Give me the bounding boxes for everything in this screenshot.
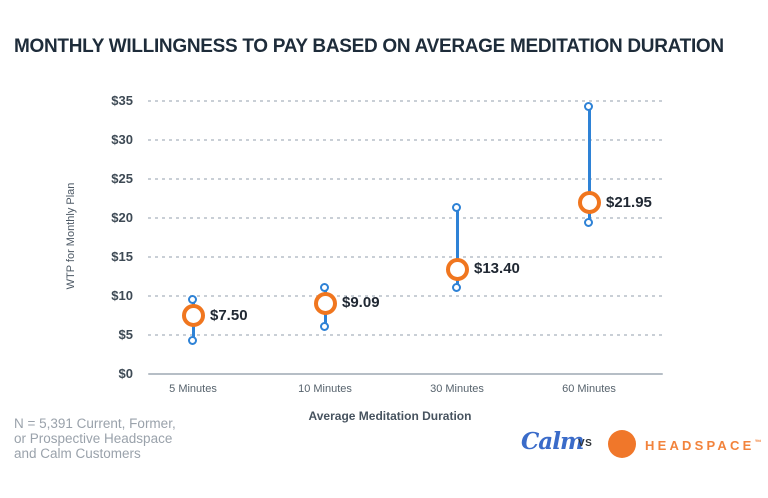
mean-wtp-value-label: $21.95: [606, 193, 652, 211]
x-tick-label: 5 Minutes: [169, 383, 217, 395]
trademark-mark: ™: [754, 439, 762, 447]
y-tick-label: $30: [111, 132, 133, 147]
gridline: [148, 334, 663, 336]
y-axis-title: WTP for Monthly Plan: [65, 182, 77, 290]
y-tick-label: $0: [118, 366, 133, 381]
headspace-wordmark: HEADSPACE™: [645, 438, 761, 453]
mean-wtp-value-label: $7.50: [210, 306, 248, 324]
x-tick-label: 30 Minutes: [430, 383, 484, 395]
range-cap-top: [320, 283, 329, 293]
headspace-wordmark-text: HEADSPACE: [645, 438, 755, 453]
mean-wtp-dot: [313, 291, 337, 315]
calm-logo: Calm: [521, 428, 584, 455]
headspace-logo-icon: [608, 430, 636, 458]
x-axis-line: [148, 373, 663, 375]
range-cap-bottom: [188, 336, 197, 346]
range-cap-bottom: [452, 283, 461, 293]
mean-wtp-value-label: $13.40: [474, 260, 520, 278]
mean-wtp-value-label: $9.09: [342, 294, 380, 312]
gridline: [148, 178, 663, 180]
mean-wtp-dot: [181, 304, 205, 327]
y-tick-label: $20: [111, 210, 133, 225]
x-axis-title: Average Meditation Duration: [308, 409, 472, 423]
y-tick-label: $5: [118, 327, 133, 342]
wtp-range-line: [455, 207, 459, 289]
y-tick-label: $10: [111, 288, 133, 303]
gridline: [148, 256, 663, 258]
range-cap-top: [584, 102, 593, 112]
range-cap-top: [188, 294, 197, 304]
vs-label: VS: [578, 438, 593, 449]
gridline: [148, 217, 663, 219]
mean-wtp-dot: [577, 191, 601, 215]
range-cap-bottom: [320, 322, 329, 332]
x-tick-label: 60 Minutes: [562, 383, 616, 395]
x-tick-label: 10 Minutes: [298, 383, 352, 395]
gridline: [148, 139, 663, 141]
y-tick-label: $35: [111, 93, 133, 108]
mean-wtp-dot: [445, 257, 469, 281]
gridline: [148, 100, 663, 102]
range-cap-top: [452, 202, 461, 212]
chart-title: MONTHLY WILLINGNESS TO PAY BASED ON AVER…: [14, 36, 724, 57]
range-cap-bottom: [584, 218, 593, 228]
gridline: [148, 295, 663, 297]
wtp-range-line: [587, 107, 591, 224]
y-tick-label: $25: [111, 171, 133, 186]
y-tick-label: $15: [111, 249, 133, 264]
sample-size-footnote: N = 5,391 Current, Former, or Prospectiv…: [14, 416, 176, 461]
